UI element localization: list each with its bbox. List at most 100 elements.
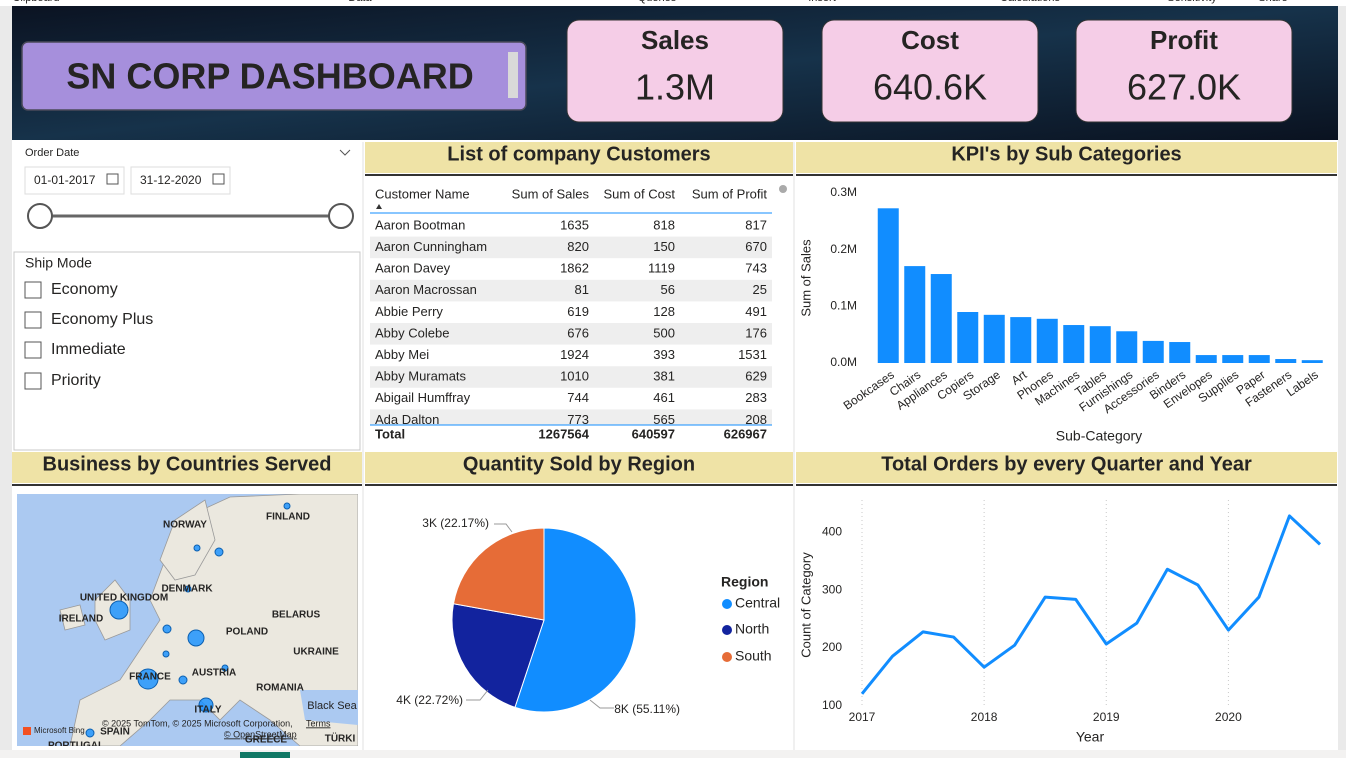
bar[interactable]: [1222, 355, 1244, 363]
bing-logo: [23, 727, 31, 735]
cell: 676: [567, 325, 589, 340]
map-bubble[interactable]: [137, 668, 159, 690]
kpi-card: [821, 19, 1039, 123]
cell: Abigail Humffray: [375, 390, 471, 405]
map-terms[interactable]: Terms: [306, 718, 331, 728]
map-label: BELARUS: [272, 610, 321, 621]
checkbox[interactable]: [24, 311, 42, 329]
title-box: [21, 41, 527, 111]
bar[interactable]: [957, 312, 979, 363]
cell: 1862: [560, 261, 589, 276]
map-bubble[interactable]: [214, 547, 224, 557]
checkbox[interactable]: [24, 372, 42, 390]
pie-slice[interactable]: [452, 527, 545, 621]
row-band: [370, 409, 772, 425]
x-axis-label: Year: [1076, 729, 1105, 745]
kpi-card: [566, 19, 784, 123]
section-header: [796, 142, 1337, 173]
checkbox[interactable]: [24, 341, 42, 359]
scroll-dot: [779, 185, 787, 193]
legend-dot[interactable]: [722, 652, 732, 662]
x-tick-label: 2020: [1215, 710, 1242, 724]
cell: 381: [653, 369, 675, 384]
cell: Aaron Macrossan: [375, 282, 477, 297]
y-tick-label: 300: [822, 582, 842, 596]
cell: Abby Muramats: [375, 369, 467, 384]
legend-label: Central: [735, 595, 780, 611]
section-header: [796, 452, 1337, 483]
map-label: GREECE: [245, 735, 288, 746]
bar[interactable]: [1275, 359, 1297, 363]
section-header: [365, 452, 793, 483]
map-label: PORTUGAL: [48, 741, 104, 752]
bar[interactable]: [1248, 355, 1270, 363]
bar[interactable]: [930, 274, 952, 363]
bar[interactable]: [1169, 342, 1191, 363]
map-bubble[interactable]: [198, 697, 214, 713]
cell: 491: [745, 304, 767, 319]
map-bubble[interactable]: [193, 544, 201, 552]
ribbon-label: Clipboard: [12, 0, 59, 4]
leader-line: [466, 689, 489, 701]
cell: 81: [575, 282, 589, 297]
legend-label: South: [735, 648, 772, 664]
option-label: Economy Plus: [51, 311, 153, 328]
bar[interactable]: [1010, 317, 1032, 363]
cell: Abby Mei: [375, 347, 429, 362]
map-osm[interactable]: © OpenStreetMap: [224, 729, 297, 739]
bar[interactable]: [877, 208, 899, 363]
map-label: NORWAY: [163, 520, 207, 531]
slider-handle[interactable]: [328, 203, 354, 229]
pie-slice[interactable]: [451, 603, 545, 708]
cell: Aaron Cunningham: [375, 239, 487, 254]
map-bubble[interactable]: [162, 650, 170, 658]
map-label: ITALY: [194, 705, 222, 716]
map-bubble[interactable]: [221, 664, 229, 672]
bar[interactable]: [1063, 325, 1085, 363]
ribbon-bar: [0, 0, 1346, 6]
map-bubble[interactable]: [178, 675, 188, 685]
map-bubble[interactable]: [85, 728, 95, 738]
y-tick-label: 100: [822, 698, 842, 712]
y-tick-label: 0.3M: [830, 185, 857, 199]
slider-handle[interactable]: [27, 203, 53, 229]
map-bubble[interactable]: [109, 600, 129, 620]
section-title: List of company Customers: [447, 143, 710, 165]
bar[interactable]: [1195, 355, 1217, 363]
cell: 283: [745, 390, 767, 405]
ribbon-label: Data: [348, 0, 372, 4]
calendar-icon: [212, 173, 225, 185]
column-header: Sum of Cost: [603, 186, 675, 201]
bar[interactable]: [1116, 331, 1138, 363]
bar[interactable]: [904, 266, 926, 363]
status-bar: [0, 750, 1346, 758]
bar[interactable]: [1089, 326, 1111, 363]
x-tick-label: 2019: [1093, 710, 1120, 724]
cell: 150: [653, 239, 675, 254]
bar[interactable]: [983, 314, 1005, 363]
slicer-label: Order Date: [25, 147, 79, 159]
chevron[interactable]: [339, 149, 351, 156]
date-value: 31-12-2020: [140, 173, 202, 187]
bar[interactable]: [1142, 340, 1164, 363]
map-bubble[interactable]: [162, 624, 172, 634]
map-bubble[interactable]: [283, 502, 291, 510]
cell: Ada Dalton: [375, 412, 439, 427]
option-label: Economy: [51, 281, 118, 298]
bar[interactable]: [1301, 360, 1323, 363]
map-bubble[interactable]: [187, 629, 205, 647]
section-header: [12, 452, 362, 483]
kpi-value: 640.6K: [873, 67, 987, 108]
map-bubble[interactable]: [184, 585, 192, 593]
slicer-box: [13, 251, 361, 451]
checkbox[interactable]: [24, 281, 42, 299]
legend-dot[interactable]: [722, 599, 732, 609]
legend-dot[interactable]: [722, 625, 732, 635]
bar[interactable]: [1036, 318, 1058, 363]
legend-title: Region: [721, 574, 768, 590]
line: [860, 514, 1322, 695]
page-tab[interactable]: [240, 752, 290, 758]
leader-line: [494, 523, 513, 533]
pie-slice[interactable]: [514, 527, 637, 713]
